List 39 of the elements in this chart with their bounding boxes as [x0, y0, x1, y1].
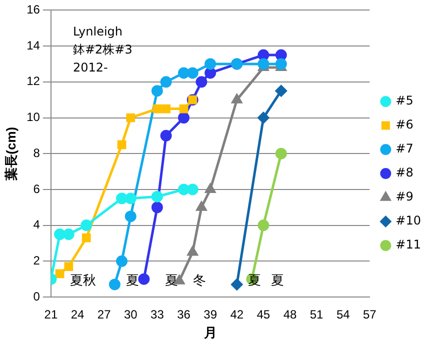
legend-label: #11: [396, 238, 422, 252]
x-tick-label: 42: [230, 308, 244, 322]
legend-label: #7: [396, 142, 414, 156]
annotation: 夏: [164, 273, 178, 288]
x-tick-label: 48: [283, 308, 297, 322]
x-tick-label: 33: [150, 308, 164, 322]
legend-label: #9: [396, 190, 414, 204]
legend-label: #5: [396, 94, 414, 108]
x-tick-label: 45: [256, 308, 270, 322]
x-tick-label: 57: [362, 308, 377, 322]
y-tick-label: 2: [33, 253, 40, 268]
x-tick-label: 24: [70, 308, 84, 322]
x-tick-label: 21: [44, 308, 58, 322]
y-tick-label: 4: [33, 218, 40, 232]
y-tick-label: 8: [33, 146, 40, 160]
x-tick-label: 39: [204, 308, 218, 322]
y-tick-label: 16: [26, 2, 40, 17]
x-tick-label: 54: [336, 308, 350, 322]
y-tick-label: 10: [26, 110, 40, 124]
annotation: 夏: [271, 273, 284, 288]
x-tick-label: 30: [124, 308, 138, 322]
y-axis-title: 葉長(cm): [3, 126, 18, 182]
annotation: 冬: [193, 273, 206, 288]
x-tick-label: 36: [177, 308, 191, 322]
x-tick-label: 51: [310, 308, 324, 322]
x-tick-label: 27: [97, 308, 112, 322]
y-tick-label: 6: [33, 182, 40, 196]
legend-label: #6: [396, 118, 414, 132]
annotation: 鉢#2株#3: [72, 42, 132, 56]
annotation: 夏秋: [70, 273, 96, 288]
legend-label: #8: [396, 166, 414, 180]
x-axis-title: 月: [202, 324, 217, 340]
legend-label: #10: [396, 214, 422, 228]
annotation: Lynleigh: [72, 24, 123, 38]
y-tick-label: 14: [26, 38, 40, 52]
annotation: 2012-: [72, 60, 108, 74]
annotation: 夏: [126, 273, 139, 288]
y-tick-label: 12: [26, 74, 40, 88]
y-tick-label: 0: [33, 289, 40, 304]
